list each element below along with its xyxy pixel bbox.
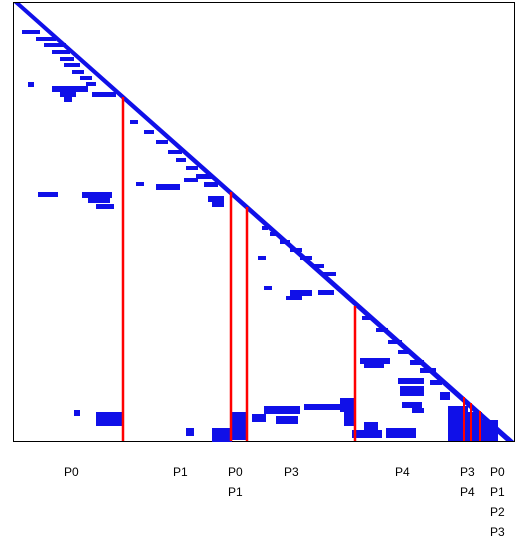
nonzero-block <box>22 30 40 34</box>
stack-line: P1 <box>490 485 505 499</box>
nonzero-block <box>212 428 232 442</box>
stack-line: P1 <box>228 485 243 499</box>
nonzero-block <box>130 120 138 124</box>
nonzero-block <box>156 184 180 190</box>
nonzero-block <box>400 386 424 396</box>
nonzero-block <box>340 398 354 412</box>
nonzero-block <box>88 198 110 203</box>
nonzero-block <box>364 422 378 430</box>
nonzero-block <box>176 158 186 162</box>
nonzero-block <box>168 150 182 154</box>
label-p0: P0 <box>64 465 79 479</box>
nonzero-block <box>64 97 72 102</box>
nonzero-block <box>72 70 84 74</box>
nonzero-block <box>440 392 450 400</box>
nonzero-block <box>362 316 372 320</box>
nonzero-block <box>322 272 336 276</box>
nonzero-block <box>92 92 116 97</box>
nonzero-block <box>276 416 298 424</box>
nonzero-block <box>64 63 80 67</box>
nonzero-block <box>264 406 300 414</box>
nonzero-block <box>28 82 34 87</box>
nonzero-block <box>352 430 382 438</box>
stack-line: P4 <box>460 485 475 499</box>
nonzero-block <box>344 412 356 426</box>
nonzero-block <box>96 204 114 209</box>
partition-separators <box>121 97 481 441</box>
nonzero-block <box>412 408 424 413</box>
nonzero-block <box>318 290 334 295</box>
nonzero-block <box>304 404 340 410</box>
label-p3: P3 <box>284 465 299 479</box>
diagonal-band <box>14 3 514 441</box>
nonzero-block <box>212 202 224 207</box>
nonzero-block <box>360 358 390 364</box>
nonzero-block <box>60 92 76 97</box>
nonzero-block <box>144 130 154 134</box>
nonzero-block <box>184 178 198 182</box>
nonzero-block <box>398 378 424 384</box>
nonzero-block <box>52 50 70 54</box>
nonzero-block <box>410 360 424 365</box>
nonzero-block <box>398 350 408 354</box>
sparsity-pattern-plot <box>13 2 515 442</box>
nonzero-block <box>36 37 56 41</box>
nonzero-block <box>156 140 168 144</box>
nonzero-block <box>82 192 112 198</box>
nonzero-block <box>186 428 194 436</box>
nonzero-block <box>204 182 218 187</box>
nonzero-block <box>262 226 268 230</box>
nonzero-block <box>44 43 66 47</box>
label-stack-p0-p3: P0 P1 P2 P3 <box>490 462 505 542</box>
stack-line: P3 <box>490 525 505 539</box>
nonzero-block <box>196 174 212 179</box>
nonzero-block <box>136 182 144 186</box>
nonzero-block <box>364 364 384 368</box>
nonzero-block <box>186 166 198 170</box>
nonzero-blocks <box>22 30 498 442</box>
label-stack-p0-p1: P0 P1 <box>228 462 243 502</box>
nonzero-block <box>52 86 88 92</box>
nonzero-block <box>208 196 224 202</box>
nonzero-block <box>290 290 312 296</box>
stack-line: P2 <box>490 505 505 519</box>
label-p1: P1 <box>173 465 188 479</box>
nonzero-block <box>386 428 416 438</box>
matrix-frame <box>13 2 515 442</box>
nonzero-block <box>74 410 80 416</box>
nonzero-block <box>402 402 422 408</box>
nonzero-block <box>312 264 324 268</box>
stack-line: P0 <box>490 465 505 479</box>
nonzero-block <box>96 412 122 426</box>
label-stack-p3-p4: P3 P4 <box>460 462 475 502</box>
nonzero-block <box>258 256 266 260</box>
nonzero-block <box>252 414 266 422</box>
stack-line: P3 <box>460 465 475 479</box>
nonzero-block <box>286 296 302 300</box>
nonzero-block <box>86 82 96 86</box>
nonzero-block <box>232 412 248 440</box>
stack-line: P0 <box>228 465 243 479</box>
nonzero-block <box>80 76 92 80</box>
nonzero-block <box>430 380 442 385</box>
nonzero-block <box>60 57 74 61</box>
label-p4: P4 <box>395 465 410 479</box>
nonzero-block <box>264 286 272 290</box>
nonzero-block <box>38 192 58 197</box>
